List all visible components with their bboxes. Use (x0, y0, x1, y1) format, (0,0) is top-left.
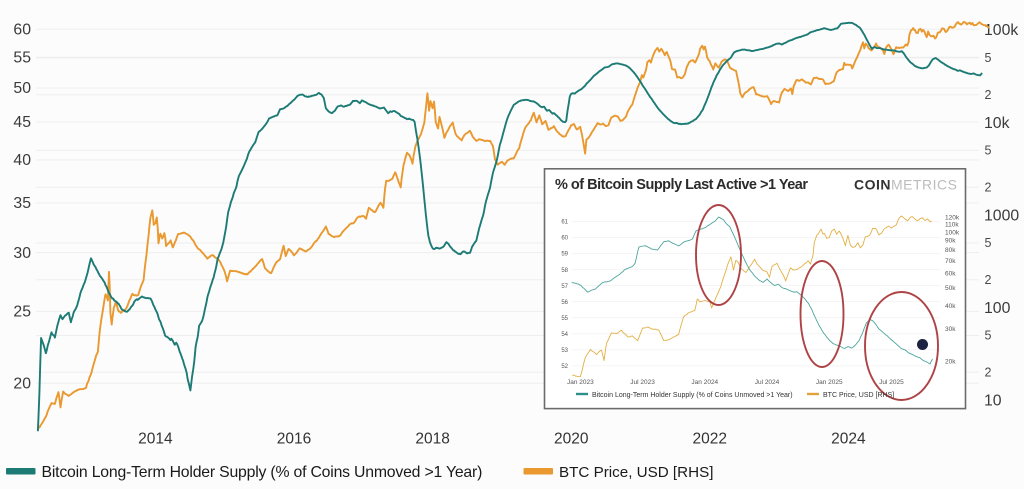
svg-text:55: 55 (13, 50, 31, 67)
svg-text:52: 52 (561, 364, 568, 370)
svg-text:35: 35 (13, 195, 31, 212)
svg-text:30: 30 (13, 245, 31, 262)
svg-text:70k: 70k (945, 258, 956, 265)
svg-text:56: 56 (561, 300, 568, 306)
svg-text:10: 10 (984, 392, 1002, 409)
svg-text:50k: 50k (945, 285, 956, 292)
svg-text:2022: 2022 (693, 431, 727, 448)
svg-text:Jul 2025: Jul 2025 (879, 379, 904, 386)
svg-text:100k: 100k (945, 229, 960, 236)
svg-text:59: 59 (561, 252, 568, 258)
svg-text:Bitcoin Long-Term Holder Suppl: Bitcoin Long-Term Holder Supply (% of Co… (42, 464, 483, 481)
svg-text:Bitcoin Long-Term Holder Suppl: Bitcoin Long-Term Holder Supply (% of Co… (592, 392, 793, 399)
svg-text:100: 100 (984, 300, 1011, 317)
svg-text:BTC Price, USD [RHS]: BTC Price, USD [RHS] (823, 392, 894, 399)
svg-text:10k: 10k (984, 115, 1010, 132)
svg-text:Jul 2024: Jul 2024 (755, 379, 780, 386)
svg-text:55: 55 (561, 316, 568, 322)
svg-text:60: 60 (561, 236, 568, 242)
svg-text:40k: 40k (945, 303, 956, 310)
svg-text:2: 2 (985, 88, 992, 102)
svg-text:Jan 2024: Jan 2024 (691, 379, 718, 386)
svg-text:53: 53 (561, 348, 568, 354)
svg-text:57: 57 (561, 284, 568, 290)
svg-text:2018: 2018 (415, 431, 449, 448)
svg-text:30k: 30k (945, 326, 956, 333)
svg-text:54: 54 (561, 332, 568, 338)
svg-text:1000: 1000 (984, 207, 1019, 224)
svg-text:20k: 20k (945, 358, 956, 365)
svg-text:100k: 100k (984, 22, 1018, 39)
svg-text:Jan 2023: Jan 2023 (567, 379, 594, 386)
svg-text:COINMETRICS: COINMETRICS (854, 177, 958, 193)
svg-text:Jan 2025: Jan 2025 (816, 379, 843, 386)
svg-text:50: 50 (13, 80, 31, 97)
svg-text:5: 5 (985, 51, 992, 65)
svg-text:2: 2 (985, 366, 992, 380)
svg-text:60k: 60k (945, 270, 956, 277)
svg-text:5: 5 (985, 329, 992, 343)
svg-text:5: 5 (985, 144, 992, 158)
svg-text:90k: 90k (945, 238, 956, 245)
svg-text:45: 45 (13, 114, 31, 131)
svg-text:80k: 80k (945, 247, 956, 254)
svg-text:2014: 2014 (138, 431, 173, 448)
svg-text:61: 61 (561, 220, 568, 226)
svg-text:5: 5 (985, 236, 992, 250)
svg-text:2: 2 (985, 273, 992, 287)
svg-text:2: 2 (985, 180, 992, 194)
svg-text:40: 40 (13, 152, 31, 169)
svg-text:20: 20 (13, 376, 31, 393)
svg-text:120k: 120k (945, 215, 960, 222)
svg-text:25: 25 (13, 304, 31, 321)
svg-text:58: 58 (561, 268, 568, 274)
svg-text:2020: 2020 (554, 431, 589, 448)
svg-text:Jul 2023: Jul 2023 (630, 379, 655, 386)
svg-text:% of Bitcoin Supply Last Activ: % of Bitcoin Supply Last Active >1 Year (555, 177, 808, 193)
svg-text:110k: 110k (945, 222, 959, 229)
svg-text:2016: 2016 (277, 431, 311, 448)
svg-text:BTC Price, USD [RHS]: BTC Price, USD [RHS] (559, 464, 713, 481)
svg-text:2024: 2024 (831, 431, 866, 448)
svg-text:60: 60 (13, 22, 31, 39)
